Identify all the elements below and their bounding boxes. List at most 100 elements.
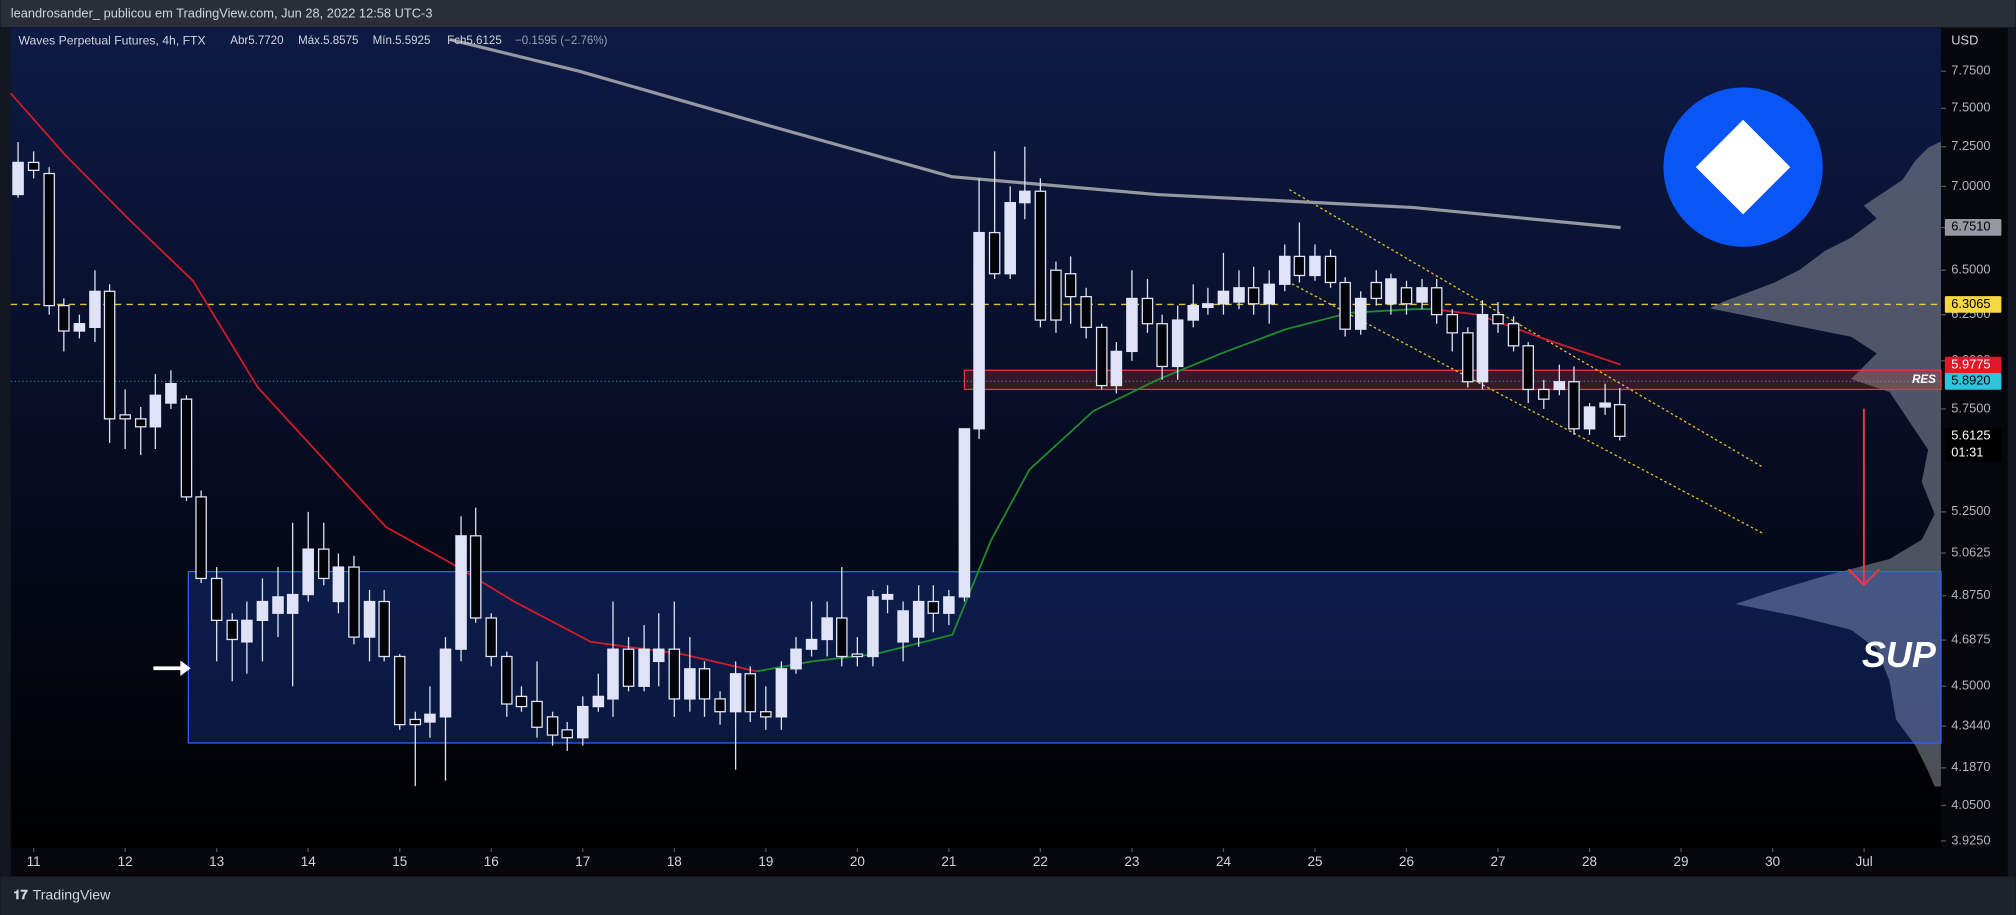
candle-body <box>103 290 116 420</box>
price-badge <box>1944 296 2002 313</box>
zone-label: SUP <box>1862 634 1937 675</box>
candle-body <box>1247 287 1260 305</box>
candle-body <box>195 496 207 580</box>
candle-body <box>943 596 955 614</box>
x-tick-label: 18 <box>667 854 682 869</box>
candle-body <box>1522 345 1535 391</box>
y-tick-label: 4.1870 <box>1951 759 1990 774</box>
header-bar <box>0 0 2016 27</box>
candle-body <box>226 619 239 641</box>
x-tick-label: 26 <box>1399 854 1414 869</box>
candle-body <box>592 695 605 708</box>
trendline <box>1282 278 1764 535</box>
candle-body <box>988 231 1001 275</box>
x-tick-label: 15 <box>392 854 407 869</box>
candle-body <box>455 535 467 650</box>
candle-body <box>790 648 802 670</box>
candle-body <box>1278 255 1291 285</box>
x-tick-label: 29 <box>1674 854 1689 869</box>
candle-body <box>485 617 498 658</box>
ohlc-legend: −0.1595 (−2.76%) <box>515 35 608 47</box>
candle-body <box>1309 255 1321 277</box>
x-tick-label: 27 <box>1491 854 1506 869</box>
ohlc-legend: Máx.5.8575 <box>298 35 358 47</box>
arrow-down <box>1847 408 1880 587</box>
candle-body <box>1126 297 1138 353</box>
price-badge-label: 6.3065 <box>1951 296 1990 311</box>
y-tick-label: 6.5000 <box>1951 262 1990 277</box>
x-tick-label: 24 <box>1216 854 1231 869</box>
candle-body <box>546 716 559 736</box>
candle-body <box>714 698 726 713</box>
candle-body <box>1156 323 1168 368</box>
candle-body <box>1613 403 1626 437</box>
candle-body <box>119 414 131 420</box>
candle-body <box>501 655 513 705</box>
price-badge-label: 5.8920 <box>1951 373 1990 388</box>
candle-body <box>1400 287 1413 305</box>
candle-body <box>698 668 711 700</box>
candle-body <box>1110 350 1123 387</box>
candle-body <box>1446 313 1459 334</box>
candle-body <box>805 638 818 650</box>
candle-body <box>210 577 223 621</box>
candle-body <box>1263 283 1275 305</box>
candle-body <box>180 398 193 498</box>
indicator-line <box>449 38 1621 230</box>
candle-body <box>561 729 574 739</box>
candle-body <box>73 323 86 332</box>
candle-body <box>272 596 284 614</box>
candle-body <box>867 596 879 658</box>
y-unit: USD <box>1951 33 1978 48</box>
candle-body <box>531 700 543 728</box>
candle-body <box>1568 381 1580 430</box>
candle-body <box>43 172 55 307</box>
header-text: leandrosander_ publicou em TradingView.c… <box>11 6 433 21</box>
candle-body <box>1187 304 1200 321</box>
candle-body <box>576 705 589 739</box>
price-badge <box>1944 356 2002 374</box>
x-tick-label: 14 <box>301 854 316 869</box>
y-tick-label: 4.5000 <box>1951 678 1990 693</box>
candle-body <box>89 290 101 328</box>
price-badge-label: 5.6125 <box>1951 428 1990 443</box>
x-tick-label: 19 <box>758 854 773 869</box>
price-badge-label: 5.9775 <box>1951 356 1990 371</box>
candle-body <box>363 600 376 638</box>
candle-body <box>881 593 894 600</box>
candle-body <box>927 600 940 614</box>
y-tick-label: 5.0625 <box>1951 544 1990 559</box>
candle-body <box>622 648 635 687</box>
candle-body <box>912 600 925 638</box>
candle-body <box>1064 273 1077 298</box>
candle-body <box>165 383 177 404</box>
x-tick-label: 16 <box>484 854 499 869</box>
candle-body <box>775 668 788 718</box>
candle-body <box>149 394 162 428</box>
x-tick-label: 22 <box>1033 854 1048 869</box>
candle-body <box>684 668 696 700</box>
candle-body <box>1476 313 1489 383</box>
candle-body <box>1354 297 1367 330</box>
candle-body <box>1050 269 1062 321</box>
candle-body <box>302 548 314 596</box>
candle-body <box>241 619 253 643</box>
candle-body <box>1339 281 1351 330</box>
x-tick-label: 13 <box>209 854 224 869</box>
candle-body <box>1019 190 1031 204</box>
candle-body <box>897 610 909 643</box>
candle-body <box>836 617 848 658</box>
price-badge <box>1944 219 2002 236</box>
y-tick-label: 4.3440 <box>1951 718 1990 733</box>
candle-body <box>1462 332 1474 383</box>
candle-body <box>1080 296 1092 328</box>
zone <box>963 369 1942 391</box>
candle-body <box>744 673 757 713</box>
candle-body <box>1095 326 1108 387</box>
candle-body <box>607 648 619 700</box>
y-tick-label: 7.7500 <box>1951 63 1990 78</box>
candle-body <box>668 648 681 700</box>
candle-body <box>1599 402 1611 408</box>
candle-body <box>1385 278 1397 305</box>
candle-body <box>958 428 971 598</box>
